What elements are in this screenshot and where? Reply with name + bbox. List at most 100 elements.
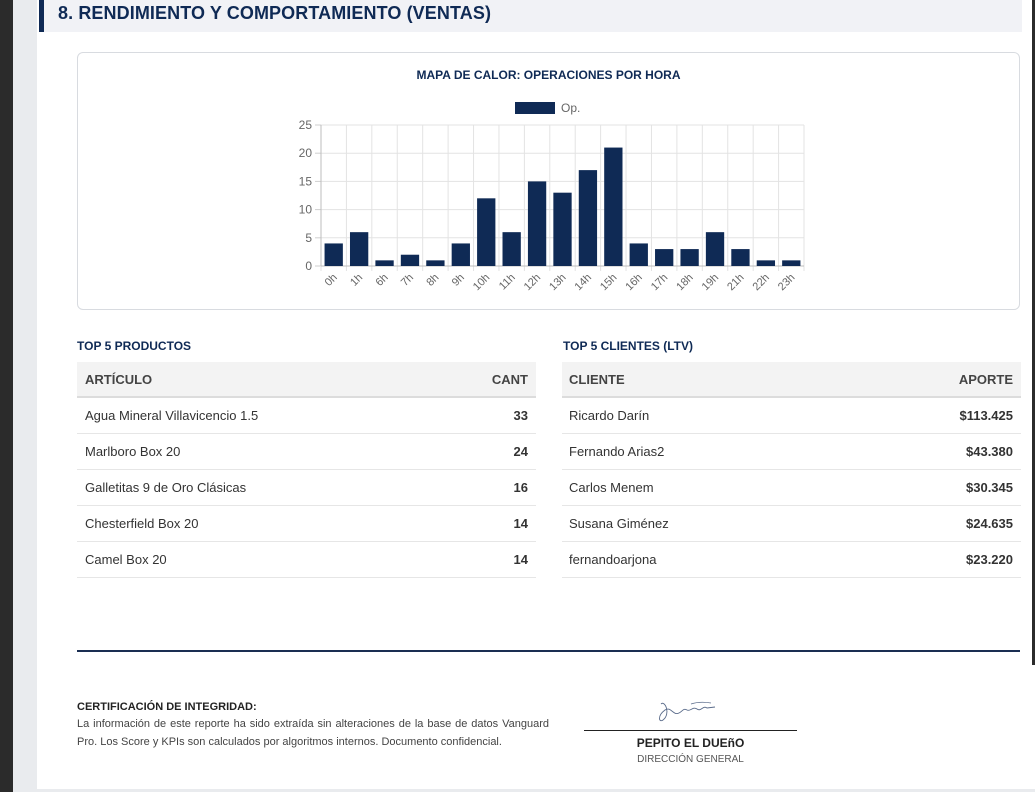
client-name: fernandoarjona — [562, 541, 847, 578]
clients-title: TOP 5 CLIENTES (LTV) — [563, 339, 694, 353]
certification-title: CERTIFICACIÓN DE INTEGRIDAD: — [77, 701, 257, 713]
bar-chart: 0 5 10 15 20 25 0h 1h 6h 7h 8h 9h 10h 11h 12h 13h 14h 15h… — [299, 118, 805, 293]
client-amount: $113.425 — [846, 397, 1021, 434]
bar-23h — [782, 260, 801, 266]
column-header-qty: CANT — [436, 362, 536, 398]
table-header-row: CLIENTE APORTE — [562, 362, 1021, 398]
table-row: Ricardo Darín $113.425 — [562, 397, 1021, 434]
bar-10h — [477, 198, 496, 266]
x-tick-label: 12h — [522, 272, 543, 293]
table-row: Galletitas 9 de Oro Clásicas 16 — [77, 469, 536, 506]
table-header-row: ARTÍCULO CANT — [77, 362, 536, 398]
client-name: Ricardo Darín — [562, 397, 847, 434]
bar-18h — [680, 249, 699, 266]
x-tick-label: 23h — [776, 272, 797, 293]
chart-legend: Op. — [515, 101, 580, 115]
x-tick-label: 17h — [649, 272, 670, 293]
x-tick-label: 22h — [751, 272, 772, 293]
bar-14h — [578, 170, 598, 266]
column-header-amount: APORTE — [846, 362, 1021, 398]
bar-1h — [349, 232, 369, 266]
bar-21h — [731, 249, 750, 266]
bar-19h — [705, 232, 725, 266]
product-name: Camel Box 20 — [77, 541, 437, 578]
product-qty: 14 — [436, 541, 536, 578]
y-tick-label: 0 — [305, 259, 312, 273]
client-amount: $24.635 — [846, 505, 1021, 542]
bar-22h — [756, 260, 776, 266]
x-tick-label: 9h — [450, 272, 467, 289]
top-products-table: ARTÍCULO CANT Agua Mineral Villavicencio… — [77, 362, 536, 578]
bar-17h — [655, 249, 674, 266]
product-qty: 14 — [436, 505, 536, 542]
y-tick-label: 15 — [299, 174, 313, 188]
column-header-item: ARTÍCULO — [77, 362, 437, 398]
bar-0h — [324, 243, 343, 266]
legend-swatch — [515, 102, 555, 114]
bar-9h — [451, 243, 470, 266]
y-tick-label: 10 — [299, 203, 313, 217]
x-tick-label: 8h — [424, 272, 441, 289]
top-clients-table: CLIENTE APORTE Ricardo Darín $113.425 Fe… — [562, 362, 1021, 578]
x-tick-label: 10h — [471, 272, 492, 293]
client-name: Susana Giménez — [562, 505, 847, 542]
product-qty: 33 — [436, 397, 536, 434]
x-tick-label: 13h — [547, 272, 568, 293]
y-tick-label: 20 — [299, 146, 313, 160]
product-qty: 24 — [436, 433, 536, 470]
bar-11h — [502, 232, 521, 266]
table-row: Chesterfield Box 20 14 — [77, 505, 536, 542]
table-row: Susana Giménez $24.635 — [562, 505, 1021, 542]
footer-divider — [77, 650, 1020, 652]
products-title: TOP 5 PRODUCTOS — [77, 339, 192, 353]
column-header-client: CLIENTE — [562, 362, 847, 398]
signer-role: DIRECCIÓN GENERAL — [637, 754, 744, 765]
table-row: Carlos Menem $30.345 — [562, 469, 1021, 506]
x-tick-label: 14h — [573, 272, 594, 293]
chart-title: MAPA DE CALOR: OPERACIONES POR HORA — [416, 68, 681, 82]
bar-7h — [400, 254, 420, 266]
x-tick-label: 21h — [725, 272, 746, 293]
handwritten-signature — [659, 701, 716, 722]
table-row: Agua Mineral Villavicencio 1.5 33 — [77, 397, 536, 434]
client-name: Fernando Arias2 — [562, 433, 847, 470]
x-tick-label: 6h — [374, 272, 391, 289]
hourly-operations-chart-card: MAPA DE CALOR: OPERACIONES POR HORA Op. … — [77, 52, 1020, 310]
table-row: Marlboro Box 20 24 — [77, 433, 536, 470]
bar-15h — [604, 147, 623, 266]
x-tick-label: 1h — [348, 272, 365, 289]
product-name: Marlboro Box 20 — [77, 433, 437, 470]
bar-6h — [375, 260, 394, 266]
x-tick-label: 15h — [598, 272, 619, 293]
x-tick-label: 7h — [399, 272, 416, 289]
table-row: fernandoarjona $23.220 — [562, 541, 1021, 578]
bar-12h — [527, 181, 547, 266]
legend-label: Op. — [561, 101, 581, 115]
x-tick-label: 0h — [323, 272, 340, 289]
window-edge — [1032, 0, 1035, 665]
client-amount: $30.345 — [846, 469, 1021, 506]
client-amount: $23.220 — [846, 541, 1021, 578]
client-name: Carlos Menem — [562, 469, 847, 506]
signature-line — [584, 730, 797, 731]
bar-13h — [553, 192, 572, 266]
product-name: Chesterfield Box 20 — [77, 505, 437, 542]
bar-16h — [629, 243, 648, 266]
section-header: 8. RENDIMIENTO Y COMPORTAMIENTO (VENTAS) — [39, 0, 1022, 32]
section-title: 8. RENDIMIENTO Y COMPORTAMIENTO (VENTAS) — [58, 3, 492, 23]
x-tick-label: 16h — [623, 272, 644, 293]
y-tick-label: 5 — [305, 231, 312, 245]
product-name: Agua Mineral Villavicencio 1.5 — [77, 397, 437, 434]
product-qty: 16 — [436, 469, 536, 506]
certification-text: La información de este reporte ha sido e… — [77, 718, 549, 748]
x-tick-label: 19h — [700, 272, 721, 293]
table-row: Fernando Arias2 $43.380 — [562, 433, 1021, 470]
y-tick-label: 25 — [299, 118, 313, 132]
bar-8h — [426, 260, 445, 266]
x-tick-label: 11h — [497, 272, 518, 293]
client-amount: $43.380 — [846, 433, 1021, 470]
x-tick-label: 18h — [674, 272, 695, 293]
product-name: Galletitas 9 de Oro Clásicas — [77, 469, 437, 506]
table-row: Camel Box 20 14 — [77, 541, 536, 578]
signer-name: PEPITO EL DUEñO — [636, 736, 745, 750]
